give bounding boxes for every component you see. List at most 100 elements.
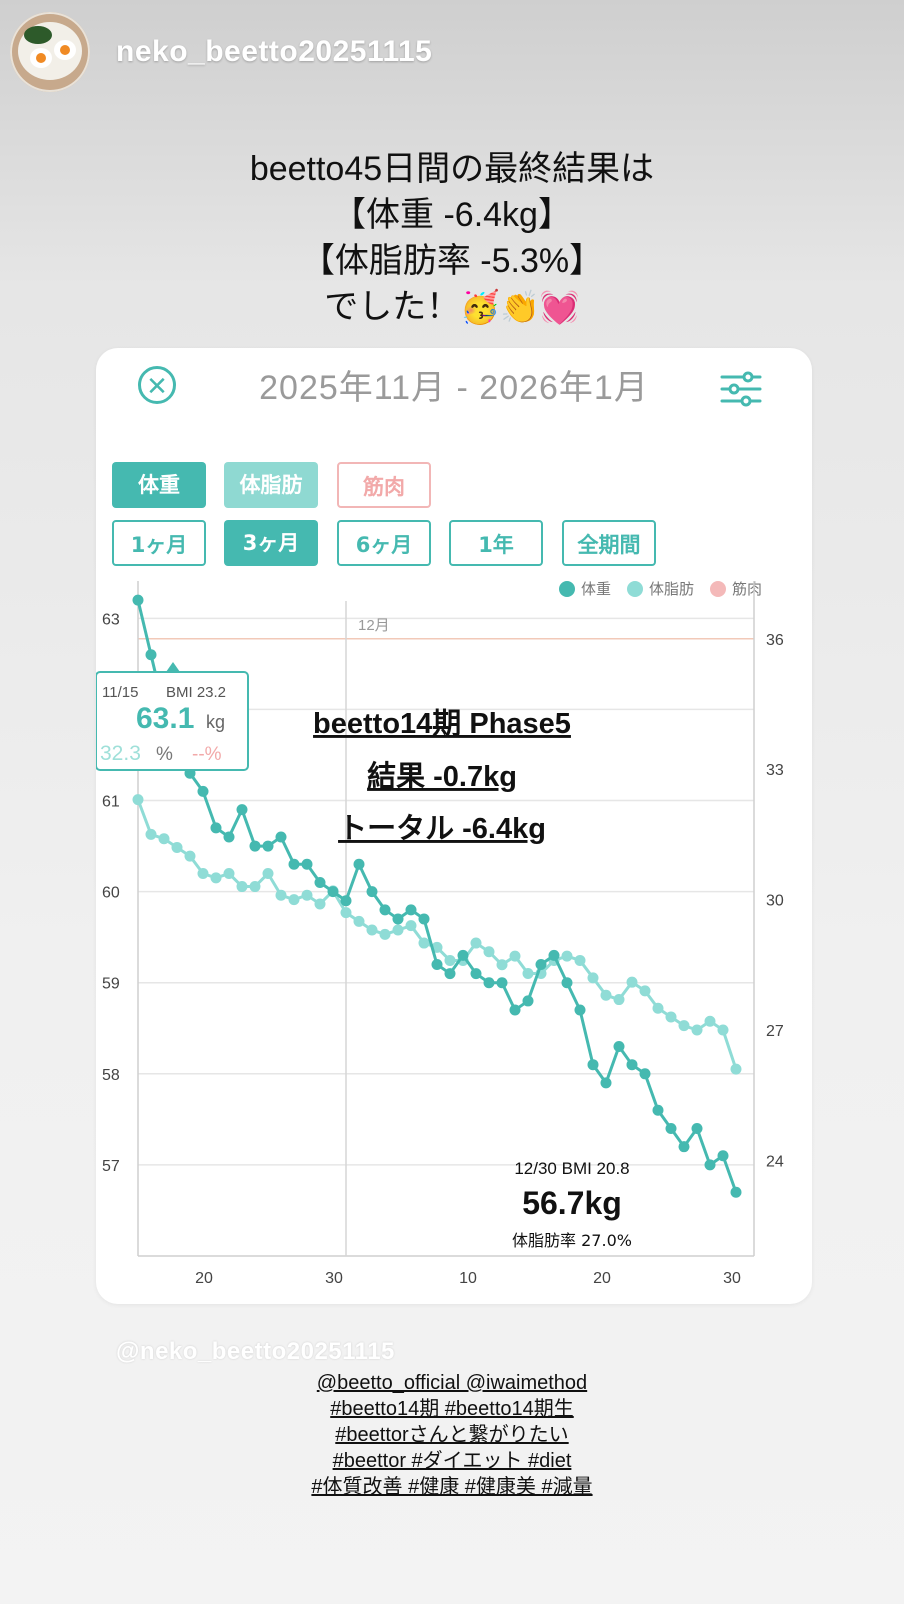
tab-weight[interactable]: 体重 [112,462,206,508]
sliders-icon[interactable] [720,370,762,408]
bodyfat-point [496,959,508,971]
weight-point [613,1040,625,1052]
profile-header: neko_beetto20251115 [10,12,432,92]
period-all[interactable]: 全期間 [562,520,656,566]
weight-point [418,913,430,925]
weight-point [639,1068,651,1080]
weight-point [574,1004,586,1016]
y-right-tick: 33 [766,762,784,779]
period-3months[interactable]: 3ヶ月 [224,520,318,566]
bodyfat-point [613,994,625,1006]
y-left-tick: 60 [102,885,120,902]
weight-point [691,1122,703,1134]
weight-point [626,1059,638,1071]
tooltip-unit: kg [206,712,225,732]
y-right-tick: 36 [766,632,784,649]
weight-point [314,877,326,889]
story-caption: beetto45日間の最終結果は 【体重 -6.4kg】 【体脂肪率 -5.3%… [0,146,904,330]
y-left-tick: 57 [102,1158,120,1175]
bodyfat-point [730,1063,742,1075]
tab-muscle[interactable]: 筋肉 [337,462,431,508]
bodyfat-point [366,924,378,936]
weight-point [392,913,404,925]
bodyfat-point [392,924,404,936]
tooltip-weight: 63.1 [136,702,194,735]
bodyfat-point [145,828,157,840]
weight-point [652,1104,664,1116]
bodyfat-point [418,937,430,949]
weight-point [704,1159,716,1171]
bodyfat-point [691,1024,703,1036]
avatar[interactable] [10,12,90,92]
bodyfat-point [171,841,183,853]
x-tick: 10 [459,1270,477,1287]
bodyfat-point [132,794,144,806]
overlay-phase: beetto14期 Phase5 [313,707,571,740]
month-label: 12月 [358,617,390,634]
weight-point [340,895,352,907]
hashtag-line-4[interactable]: #beettor #ダイエット #diet [332,1450,572,1472]
weight-point [405,904,417,916]
hashtags: @beetto_official @iwaimethod #beetto14期 … [0,1370,904,1500]
bodyfat-point [561,950,573,962]
final-bodyfat: 体脂肪率 27.0% [512,1231,632,1250]
bodyfat-point [652,1002,664,1014]
bodyfat-point [665,1011,677,1023]
weight-point [431,958,443,970]
legend-weight: 体重 [580,580,611,598]
bodyfat-point [717,1024,729,1036]
close-icon[interactable]: ✕ [138,366,176,404]
final-date-bmi: 12/30 BMI 20.8 [514,1159,629,1178]
y-left-tick: 59 [102,976,120,993]
hashtag-line-3[interactable]: #beettorさんと繋がりたい [335,1424,569,1446]
period-6months[interactable]: 6ヶ月 [337,520,431,566]
bodyfat-point [639,985,651,997]
weight-point [301,858,313,870]
bodyfat-point [626,976,638,988]
username[interactable]: neko_beetto20251115 [116,35,433,68]
y-left-tick: 58 [102,1067,120,1084]
bodyfat-point [197,868,209,880]
overlay-total: トータル -6.4kg [338,812,546,845]
bodyfat-point [288,894,300,906]
bodyfat-point [353,915,365,927]
tooltip-bmi: BMI 23.2 [166,684,226,701]
mentions[interactable]: @beetto_official @iwaimethod [316,1372,588,1394]
bodyfat-point [340,907,352,919]
weight-point [223,831,235,843]
weight-point [470,968,482,980]
weight-point [353,858,365,870]
legend-bodyfat: 体脂肪 [648,580,694,598]
hashtag-line-5[interactable]: #体質改善 #健康 #健康美 #減量 [311,1476,593,1498]
weight-point [509,1004,521,1016]
weight-point [236,804,248,816]
weight-point [288,858,300,870]
bodyfat-point [574,954,586,966]
tooltip-fat: 32.3 [100,742,141,765]
y-right-tick: 24 [766,1153,784,1170]
hashtag-line-2[interactable]: #beetto14期 #beetto14期生 [330,1398,574,1420]
celebration-emojis: 🥳👏💓 [460,289,580,325]
period-1year[interactable]: 1年 [449,520,543,566]
weight-point [132,594,144,606]
weight-point [210,822,222,834]
bodyfat-point [587,972,599,984]
bodyfat-point [275,889,287,901]
weight-point [379,904,391,916]
y-left-tick: 63 [102,611,120,628]
bodyfat-point [249,881,261,893]
caption-line-4: でした！🥳👏💓 [324,288,580,326]
tab-bodyfat[interactable]: 体脂肪 [224,462,318,508]
weight-point [561,977,573,989]
x-tick: 20 [195,1270,213,1287]
legend-weight-dot [558,580,575,597]
period-1month[interactable]: 1ヶ月 [112,520,206,566]
bodyfat-point [210,872,222,884]
watermark: @neko_beetto20251115 [116,1338,395,1365]
y-right-tick: 30 [766,893,784,910]
bodyfat-point [223,868,235,880]
weight-point [444,968,456,980]
weight-point [522,995,534,1007]
bodyfat-point [301,889,313,901]
date-range-title: 2025年11月 - 2026年1月 [259,369,649,407]
